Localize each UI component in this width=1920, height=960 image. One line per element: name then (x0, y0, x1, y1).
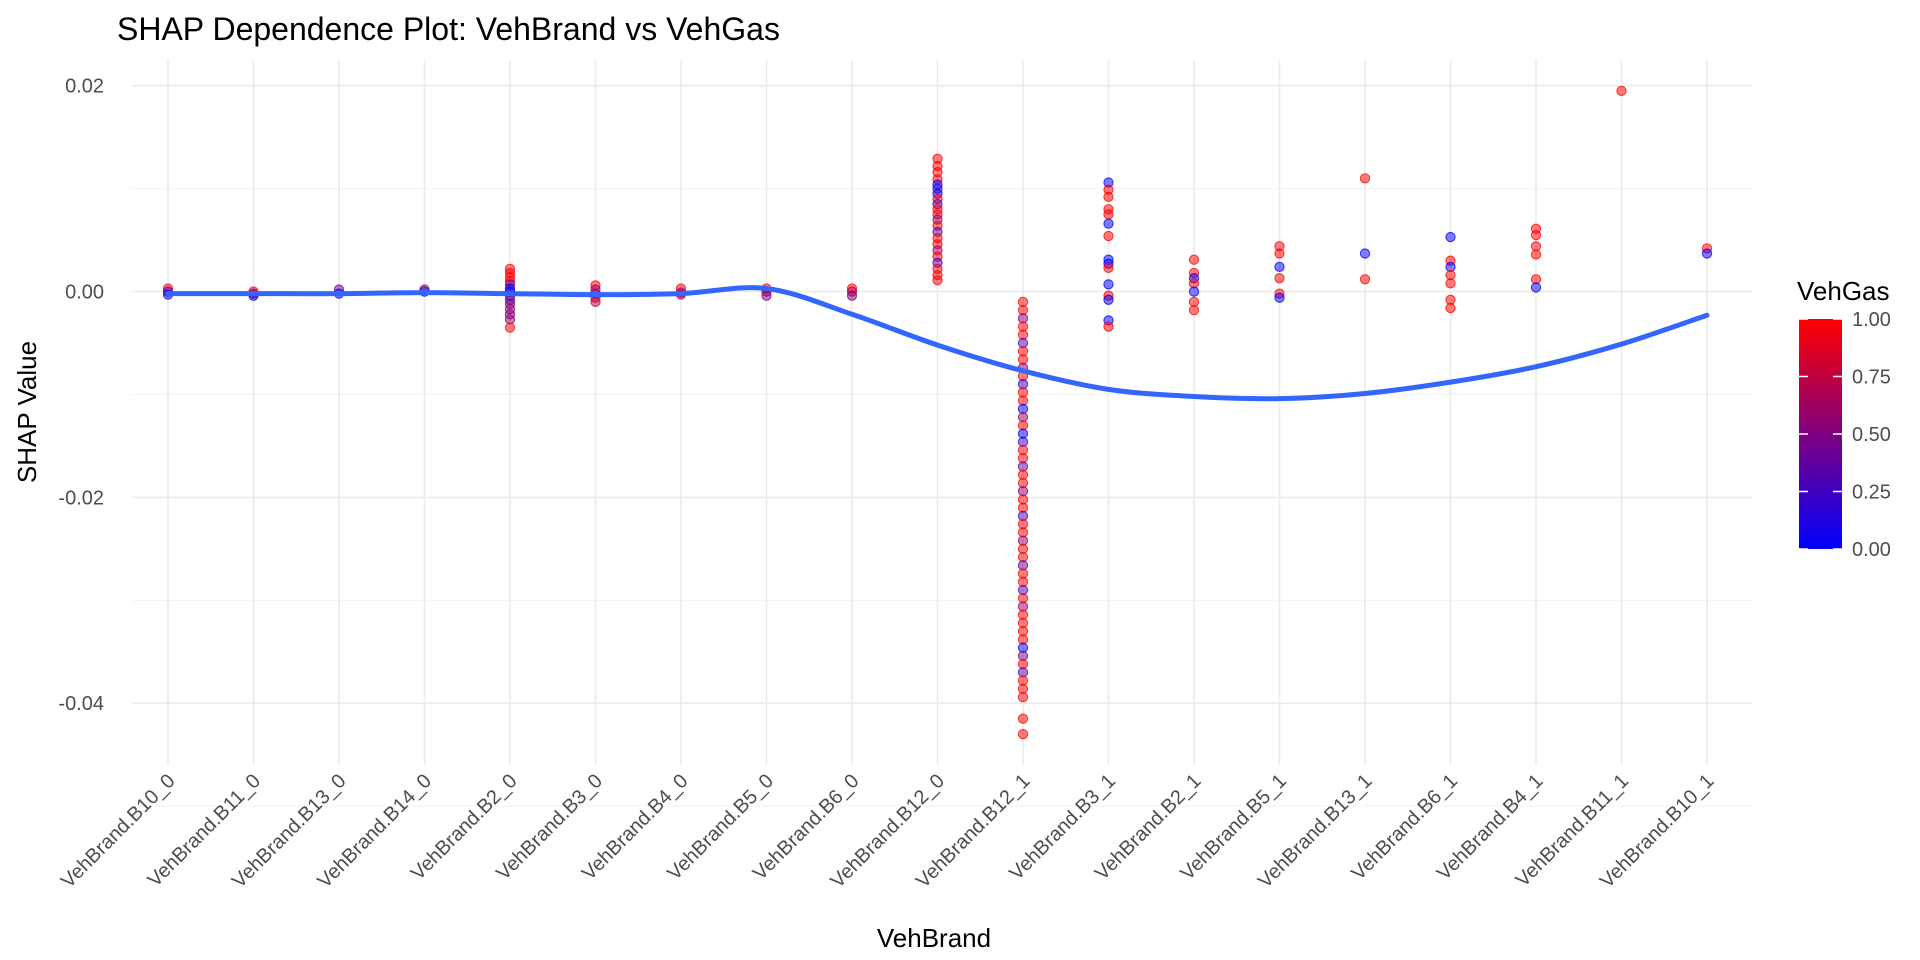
data-point (1359, 274, 1371, 285)
data-point (846, 290, 858, 301)
y-tick-label: -0.02 (58, 487, 104, 509)
legend-tick-label: 0.75 (1852, 367, 1891, 389)
data-point (1103, 294, 1114, 305)
data-point (1188, 304, 1200, 316)
y-axis-title: SHAP Value (12, 341, 42, 483)
color-legend: VehGas 0.00 0.25 0.50 0.75 1.00 (1797, 276, 1891, 561)
data-point (1103, 230, 1114, 242)
data-point (1530, 249, 1542, 260)
x-axis-title: VehBrand (877, 923, 991, 953)
data-point (1274, 273, 1285, 284)
data-point (1188, 254, 1200, 265)
data-point (1103, 321, 1114, 332)
data-point (1616, 85, 1627, 97)
legend-tick-label: 1.00 (1852, 309, 1891, 331)
data-point (1445, 231, 1456, 243)
data-point (1359, 248, 1371, 259)
y-tick-label: -0.04 (58, 693, 104, 715)
data-point (1103, 279, 1114, 290)
data-point (1103, 262, 1114, 274)
data-point (1530, 229, 1542, 241)
data-point (1445, 278, 1456, 289)
chart-title: SHAP Dependence Plot: VehBrand vs VehGas (117, 11, 780, 47)
data-point (1103, 209, 1114, 220)
data-point (1274, 292, 1285, 303)
data-point (761, 290, 772, 301)
legend-tick-label: 0.00 (1852, 539, 1891, 561)
data-point (1274, 261, 1285, 273)
y-tick-label: 0.00 (65, 282, 104, 304)
data-point (1701, 248, 1713, 259)
data-point (1103, 218, 1114, 229)
data-point (1359, 173, 1371, 184)
data-point (1103, 191, 1114, 203)
data-point (1445, 302, 1456, 314)
legend-tick-label: 0.25 (1852, 482, 1891, 504)
data-point (932, 275, 943, 286)
y-tick-label: 0.02 (65, 76, 104, 98)
x-axis-ticks: VehBrand.B10_0VehBrand.B11_0VehBrand.B13… (57, 770, 1719, 893)
data-point (504, 322, 516, 333)
data-point (1017, 691, 1029, 703)
legend-ticks: 0.00 0.25 0.50 0.75 1.00 (1799, 309, 1891, 561)
data-point (1188, 286, 1200, 297)
data-point (1017, 713, 1029, 724)
plot-grid (132, 60, 1752, 807)
data-point (1530, 282, 1542, 293)
data-point (1274, 248, 1285, 259)
y-axis-ticks: -0.04 -0.02 0.00 0.02 (58, 76, 104, 716)
legend-tick-label: 0.50 (1852, 424, 1891, 446)
data-point (1017, 728, 1029, 740)
data-point (590, 296, 601, 308)
legend-title: VehGas (1797, 276, 1890, 306)
smooth-trend-line (165, 285, 1710, 402)
